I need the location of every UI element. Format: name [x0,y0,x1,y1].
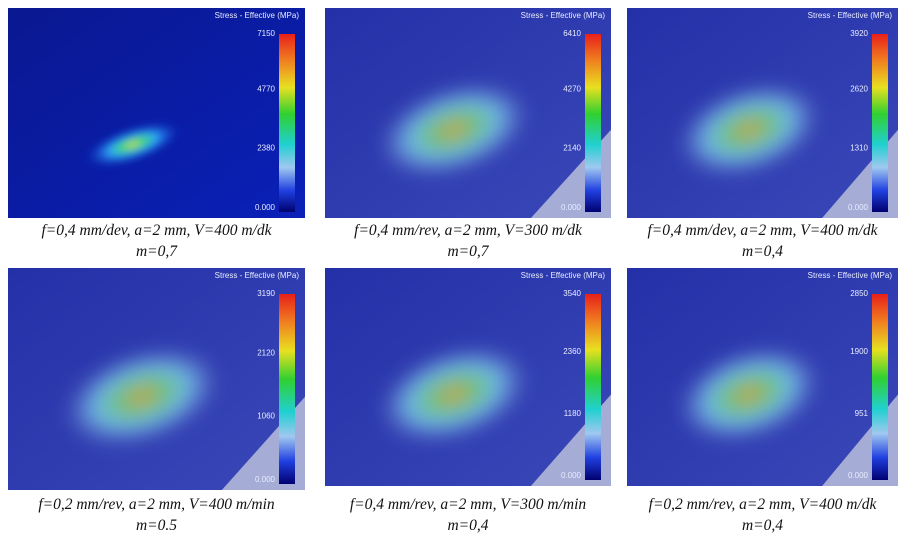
caption: f=0,2 mm/rev, a=2 mm, V=400 m/min m=0.5 [7,494,307,536]
colorbar-label: 0.000 [255,475,276,484]
caption: f=0,4 mm/dev, a=2 mm, V=400 m/dk m=0,4 [613,220,900,262]
caption-line: m=0,4 [741,243,784,260]
colorbar-title: Stress - Effective (MPa) [808,271,893,280]
stress-field [678,83,820,176]
colorbar-label: 2120 [257,348,275,357]
colorbar-label: 3190 [257,289,275,298]
stress-field [64,347,220,446]
colorbar-label: 2850 [850,289,868,298]
colorbar-label: 4770 [257,84,275,93]
colorbar-title: Stress - Effective (MPa) [808,11,893,20]
stress-field [84,122,182,167]
colorbar-title: Stress - Effective (MPa) [521,271,606,280]
colorbar-label: 3920 [850,29,868,38]
stress-field [379,346,529,443]
simulation-image: Stress - Effective (MPa) 3190 2120 1060 0.00… [8,268,305,490]
colorbar-label: 0.000 [848,471,869,480]
colorbar-label: 2140 [563,144,581,153]
caption-line: m=0,7 [447,243,489,260]
caption: f=0,2 mm/rev, a=2 mm, V=400 m/dk m=0,4 [613,494,900,536]
simulation-image: Stress - Effective (MPa) 3540 2360 1180 0.00… [325,268,611,486]
colorbar-label: 1060 [257,412,275,421]
background [8,8,305,218]
colorbar [872,294,888,480]
simulation-image: Stress - Effective (MPa) 2850 1900 951 0.000 [627,268,898,486]
colorbar-label: 0.000 [561,471,582,480]
caption-line: f=0,2 mm/rev, a=2 mm, V=400 m/min [38,496,275,513]
colorbar-label: 2620 [850,84,868,93]
caption-line: f=0,4 mm/rev, a=2 mm, V=300 m/min [349,496,587,513]
caption-line: f=0,2 mm/rev, a=2 mm, V=400 m/dk [648,496,877,513]
colorbar [585,294,601,480]
colorbar [585,34,601,212]
caption-line: m=0,4 [741,517,784,534]
colorbar-label: 2380 [257,144,275,153]
colorbar [872,34,888,212]
caption-line: m=0.5 [135,517,178,534]
colorbar-label: 1900 [850,347,868,356]
stress-field [379,83,529,177]
caption-line: m=0,4 [447,517,489,534]
colorbar [279,294,295,484]
colorbar-label: 3540 [563,289,581,298]
simulation-image: Stress - Effective (MPa) 6410 4270 2140 0.00… [325,8,611,218]
caption: f=0,4 mm/dev, a=2 mm, V=400 m/dk m=0,7 [7,220,307,262]
caption: f=0,4 mm/rev, a=2 mm, V=300 m/min m=0,4 [318,494,618,536]
caption-line: m=0,7 [135,243,178,260]
colorbar-label: 0.000 [255,203,276,212]
colorbar-label: 2360 [563,347,581,356]
caption-line: f=0,4 mm/dev, a=2 mm, V=400 m/dk [647,222,878,239]
colorbar-title: Stress - Effective (MPa) [521,11,606,20]
simulation-image: Stress - Effective (MPa) 7150 4770 2380 0.00… [8,8,305,218]
colorbar-title: Stress - Effective (MPa) [215,11,300,20]
caption-line: f=0,4 mm/rev, a=2 mm, V=300 m/dk [354,222,582,239]
colorbar-label: 0.000 [561,203,582,212]
colorbar-label: 1180 [564,409,582,418]
stress-field [678,347,820,442]
colorbar-label: 1310 [850,144,868,153]
colorbar [279,34,295,212]
colorbar-label: 4270 [563,84,581,93]
colorbar-label: 951 [855,409,869,418]
simulation-image: Stress - Effective (MPa) 3920 2620 1310 0.00… [627,8,898,218]
colorbar-title: Stress - Effective (MPa) [215,271,300,280]
caption-line: f=0,4 mm/dev, a=2 mm, V=400 m/dk [41,222,272,239]
colorbar-label: 6410 [563,29,581,38]
colorbar-label: 7150 [257,29,275,38]
caption: f=0,4 mm/rev, a=2 mm, V=300 m/dk m=0,7 [318,220,618,262]
colorbar-label: 0.000 [848,203,869,212]
